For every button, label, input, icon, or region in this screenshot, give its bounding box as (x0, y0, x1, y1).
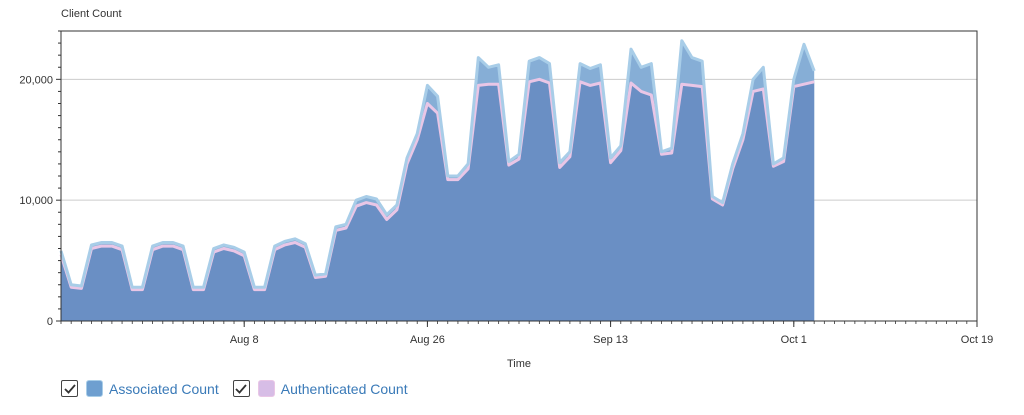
associated-swatch (86, 380, 103, 397)
x-tick-label: Aug 26 (410, 334, 445, 346)
checkmark-icon (235, 383, 247, 394)
legend: Associated Count Authenticated Count (61, 380, 422, 397)
series-areas (59, 39, 816, 321)
x-tick-label: Aug 8 (230, 334, 259, 346)
authenticated-checkbox[interactable] (232, 380, 250, 397)
authenticated-label: Authenticated Count (280, 380, 408, 397)
x-tick-label: Oct 19 (961, 334, 993, 346)
x-tick-label: Sep 13 (593, 334, 628, 346)
legend-item-associated[interactable]: Associated Count (61, 380, 219, 397)
authenticated-swatch (257, 380, 275, 397)
legend-item-authenticated[interactable]: Authenticated Count (232, 380, 408, 397)
associated-checkbox[interactable] (61, 380, 78, 397)
client-count-chart: 0 10,000 20,000 Aug 8 Aug 26 Sep 13 Oct 1 Oct 1… (19, 30, 993, 370)
x-axis-title: Time (507, 358, 531, 370)
checkmark-icon (63, 383, 76, 394)
authenticated-count-area (61, 79, 815, 321)
y-tick-label: 10,000 (19, 195, 53, 207)
associated-label: Associated Count (109, 380, 219, 397)
y-tick-label: 20,000 (19, 74, 53, 86)
axes: 0 10,000 20,000 Aug 8 Aug 26 Sep 13 Oct 1 Oct 1… (19, 30, 993, 346)
x-tick-label: Oct 1 (781, 334, 807, 346)
chart-title: Client Count (61, 8, 122, 20)
y-tick-label: 0 (47, 316, 53, 328)
associated-count-line (59, 39, 816, 289)
